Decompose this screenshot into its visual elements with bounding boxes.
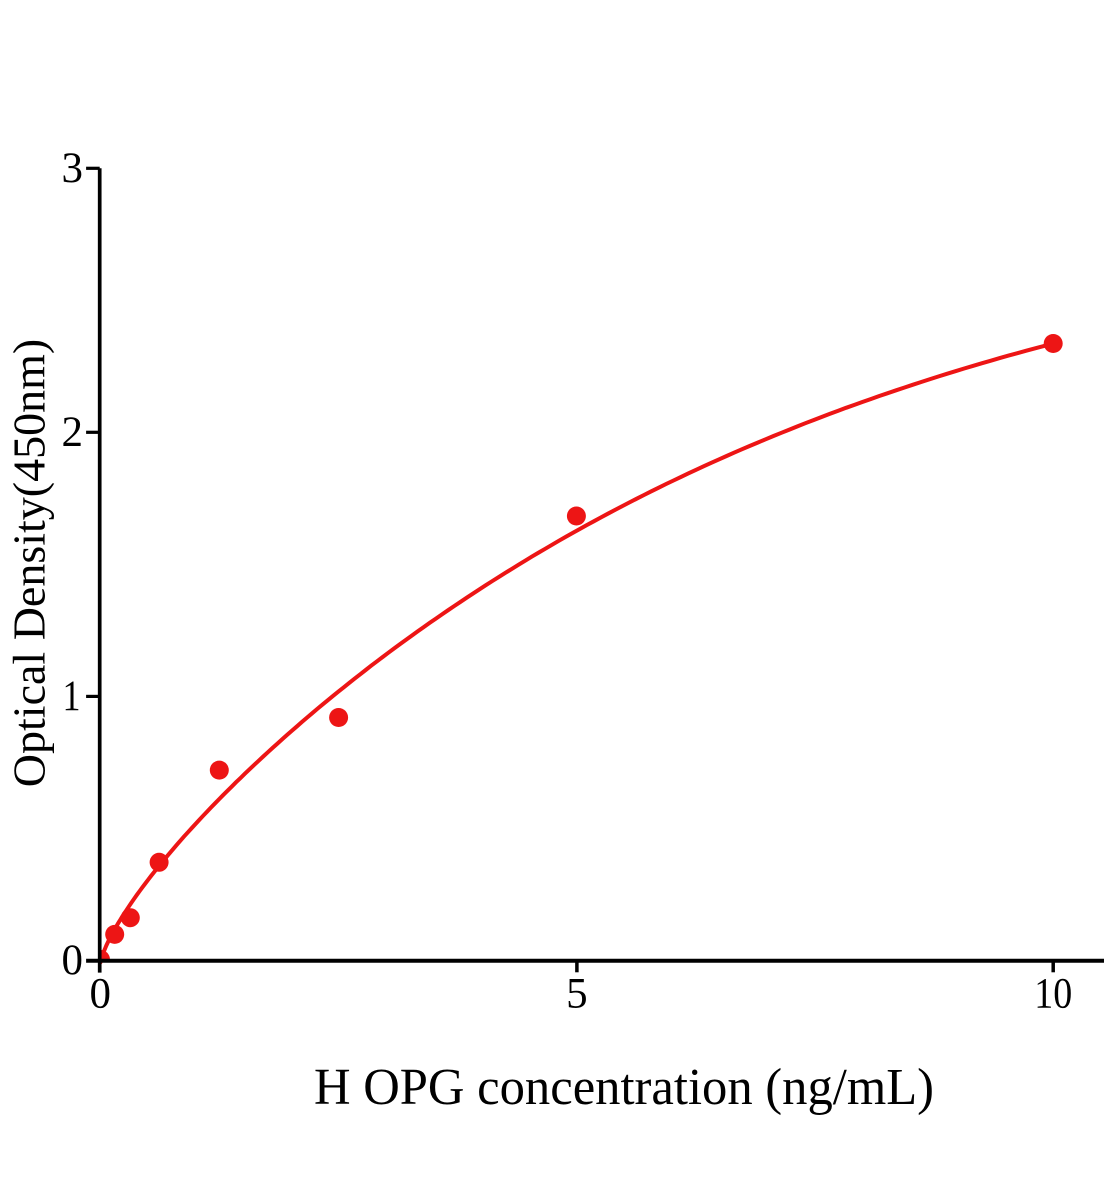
svg-text:Optical Density(450nm): Optical Density(450nm) bbox=[4, 339, 55, 787]
svg-text:10: 10 bbox=[1034, 971, 1072, 1018]
svg-text:5: 5 bbox=[566, 971, 588, 1018]
svg-text:0: 0 bbox=[62, 937, 84, 984]
svg-text:1: 1 bbox=[63, 673, 81, 720]
svg-text:2: 2 bbox=[62, 409, 84, 456]
svg-text:H OPG concentration (ng/mL): H OPG concentration (ng/mL) bbox=[314, 1059, 934, 1116]
svg-text:3: 3 bbox=[62, 145, 84, 192]
svg-text:0: 0 bbox=[90, 971, 112, 1018]
